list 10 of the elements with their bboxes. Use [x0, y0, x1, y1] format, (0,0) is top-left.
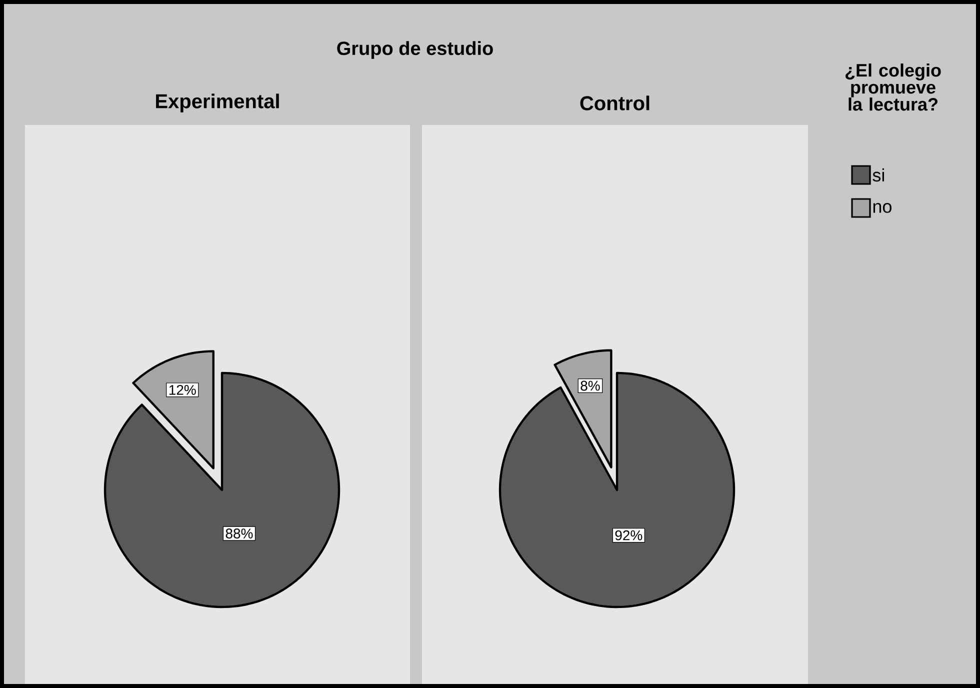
legend-title: ¿El colegio promueve la lectura?	[846, 64, 941, 111]
chart-title: Experimental	[156, 94, 279, 112]
data-label: 12%	[169, 384, 196, 395]
data-label: 92%	[615, 530, 642, 540]
legend-label: no	[873, 203, 892, 213]
legend-label: si	[872, 168, 884, 182]
text: Grupo de estudio	[337, 41, 493, 59]
data-label: 8%	[580, 380, 600, 391]
chart-title: Control	[580, 96, 650, 110]
data-label: 88%	[226, 528, 253, 538]
